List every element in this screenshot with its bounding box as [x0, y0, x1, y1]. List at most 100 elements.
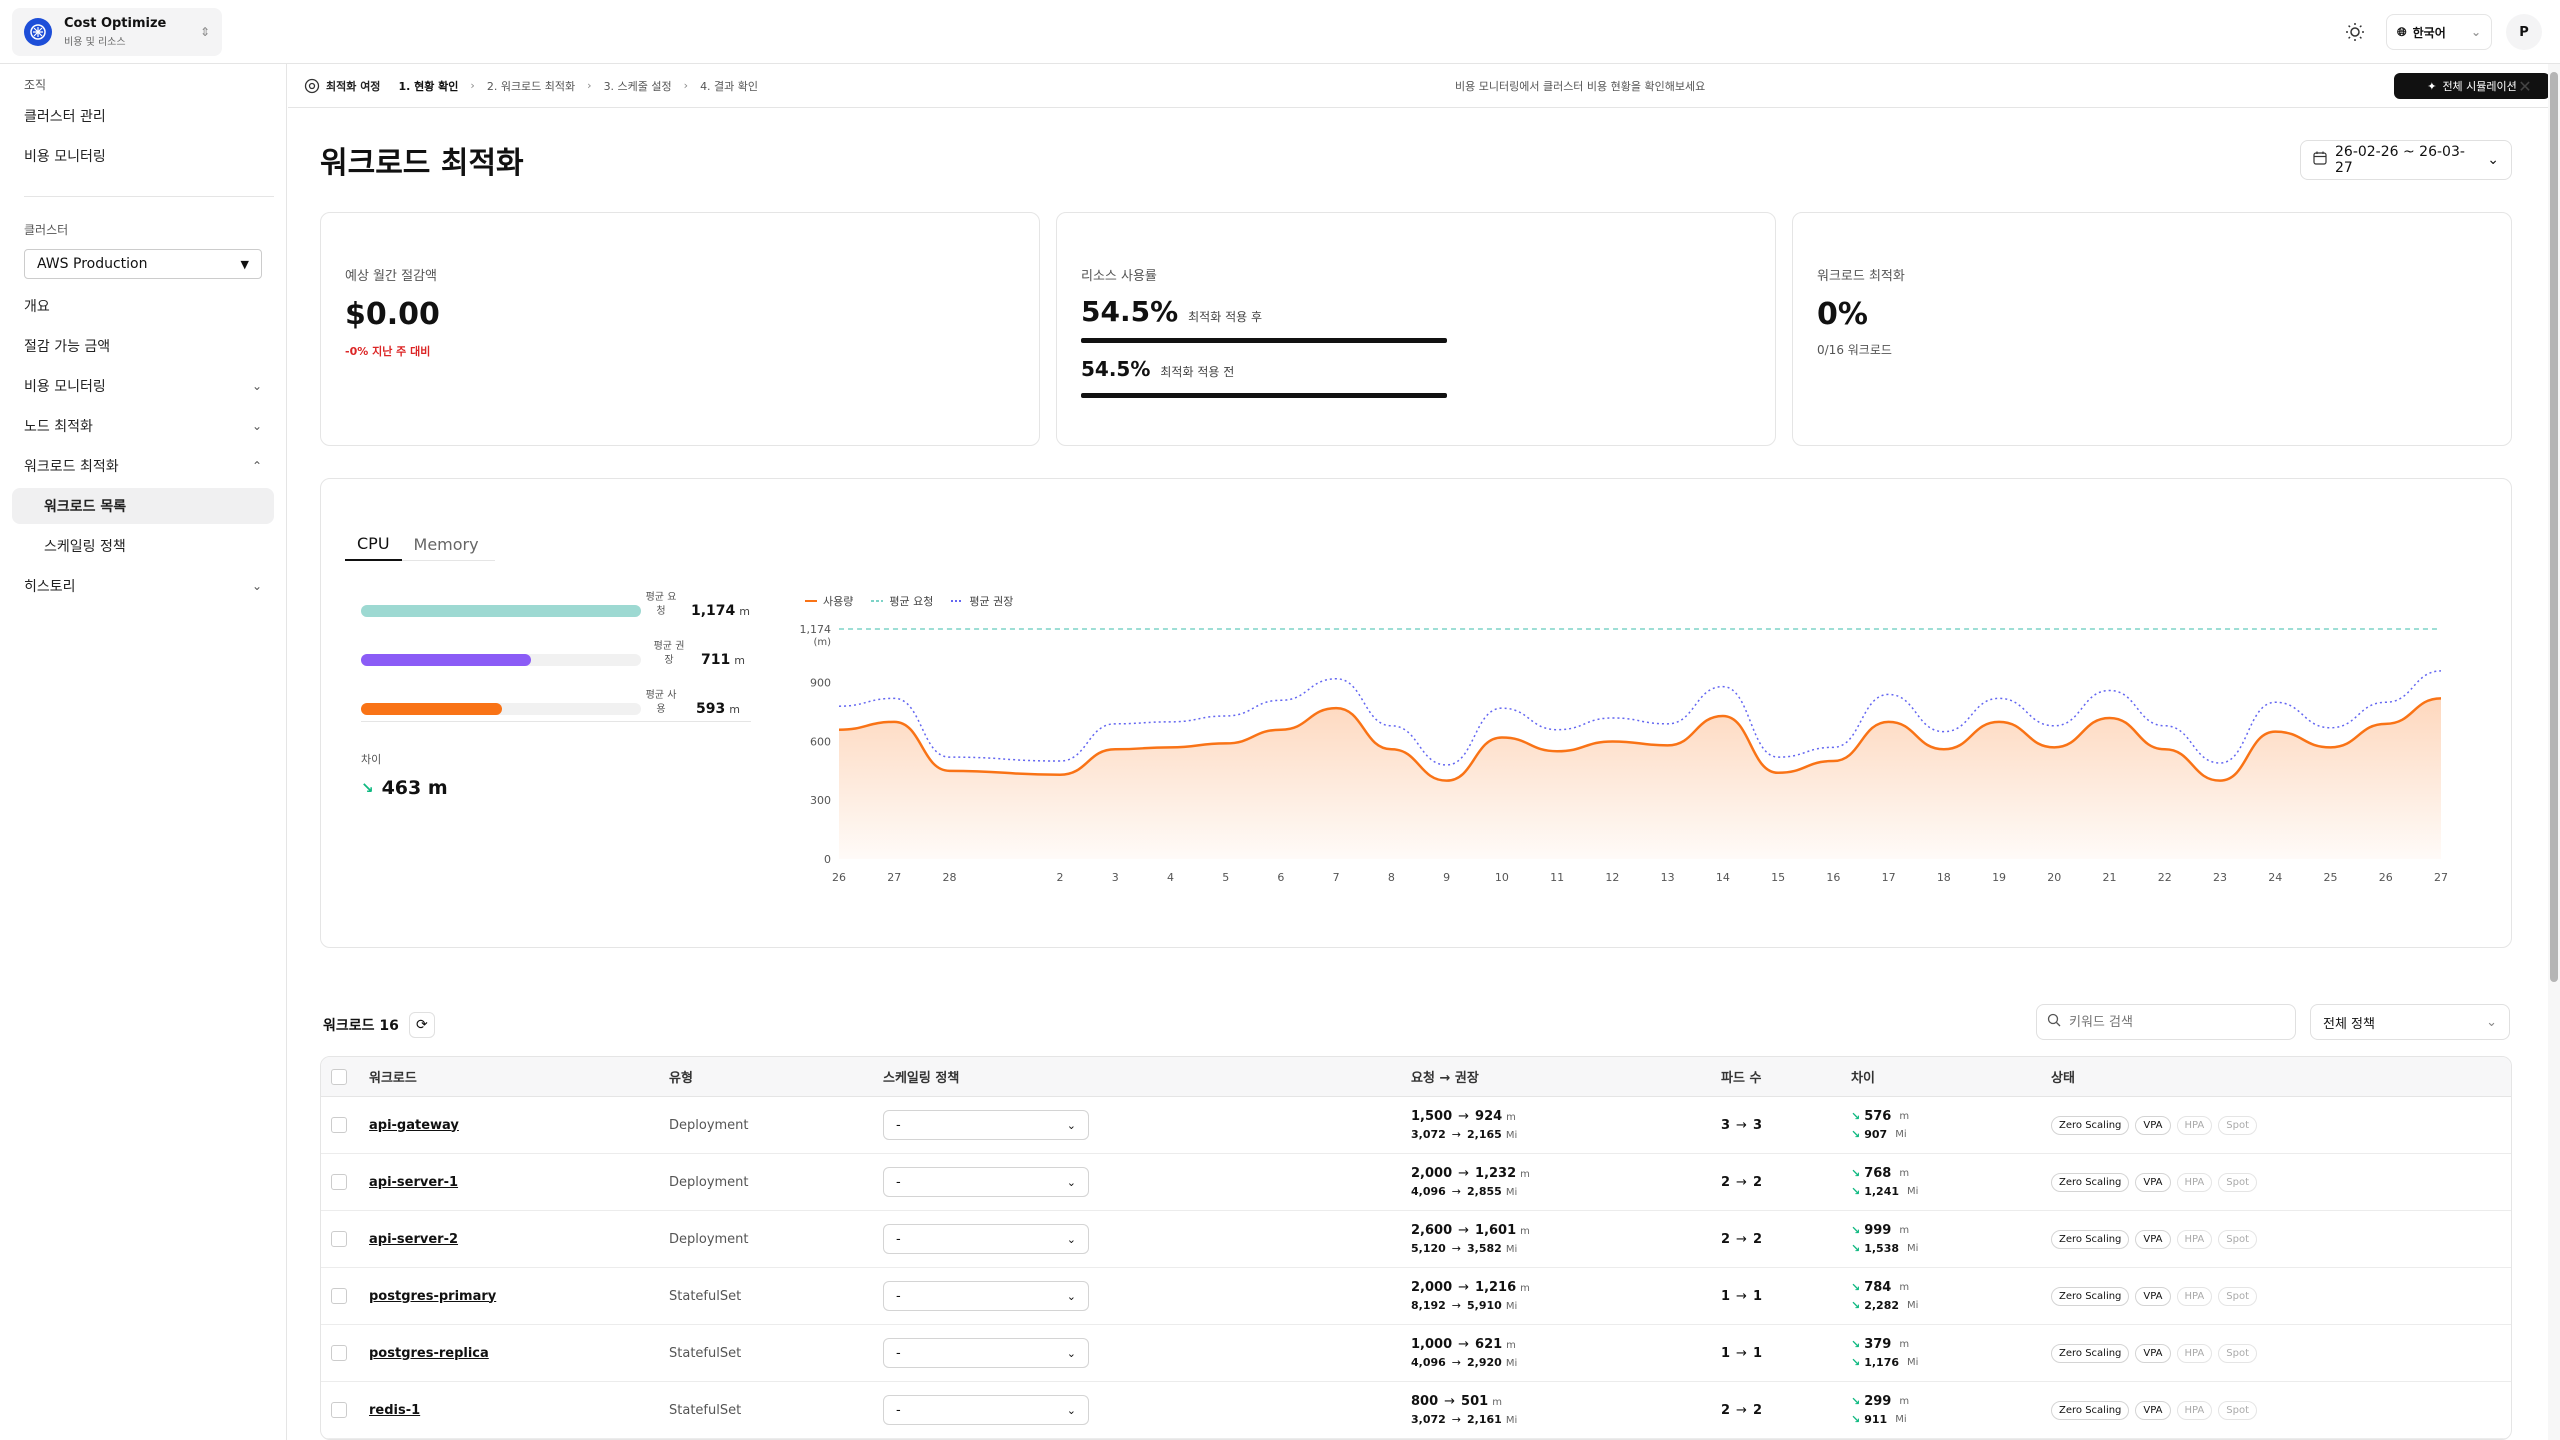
workload-name-link[interactable]: postgres-replica — [369, 1345, 489, 1361]
badge-spot[interactable]: Spot — [2218, 1400, 2257, 1420]
status-badges: Zero Scaling VPA HPA Spot — [2051, 1343, 2257, 1363]
tab-memory[interactable]: Memory — [413, 534, 479, 554]
scaling-policy-select[interactable]: - ⌄ — [883, 1281, 1089, 1311]
badge-zero-scaling[interactable]: Zero Scaling — [2051, 1229, 2130, 1249]
sidebar-item-workload-optimization[interactable]: 워크로드 최적화 ⌃ — [12, 448, 274, 484]
badge-hpa[interactable]: HPA — [2176, 1343, 2213, 1363]
legend-label-avg-recommend: 평균 권장 — [969, 595, 1014, 608]
language-select[interactable]: 🌐︎ 한국어 ⌄ — [2386, 14, 2492, 50]
chevron-down-icon: ⌄ — [1066, 1232, 1076, 1246]
scaling-policy-select[interactable]: - ⌄ — [883, 1338, 1089, 1368]
select-all-checkbox[interactable] — [331, 1068, 347, 1085]
row-checkbox[interactable] — [331, 1174, 347, 1190]
badge-spot[interactable]: Spot — [2218, 1115, 2257, 1135]
journey-step-3[interactable]: 3. 스케줄 설정 — [603, 79, 672, 93]
scaling-policy-select[interactable]: - ⌄ — [883, 1110, 1089, 1140]
badge-spot[interactable]: Spot — [2218, 1229, 2257, 1249]
workload-name-link[interactable]: postgres-primary — [369, 1288, 497, 1304]
col-status[interactable]: 상태 — [2051, 1071, 2075, 1086]
badge-vpa[interactable]: VPA — [2135, 1172, 2171, 1192]
sidebar-item-label: 워크로드 최적화 — [24, 459, 119, 475]
badge-zero-scaling[interactable]: Zero Scaling — [2051, 1115, 2130, 1135]
col-pods[interactable]: 파드 수 — [1721, 1071, 1762, 1086]
journey-step-2[interactable]: 2. 워크로드 최적화 — [486, 79, 576, 93]
user-avatar[interactable]: P — [2506, 14, 2542, 50]
badge-vpa[interactable]: VPA — [2135, 1400, 2171, 1420]
cluster-select[interactable]: AWS Production ▼ — [24, 249, 262, 279]
trend-down-icon: ↘ — [1851, 1338, 1861, 1351]
badge-vpa[interactable]: VPA — [2135, 1286, 2171, 1306]
chevron-down-icon: ⌄ — [1066, 1346, 1076, 1360]
badge-vpa[interactable]: VPA — [2135, 1229, 2171, 1249]
row-checkbox[interactable] — [331, 1231, 347, 1247]
row-checkbox[interactable] — [331, 1402, 347, 1418]
date-range-picker[interactable]: 26-02-26 ~ 26-03-27 ⌄ — [2300, 140, 2512, 180]
badge-vpa[interactable]: VPA — [2135, 1115, 2171, 1135]
close-icon[interactable]: ✕ — [2518, 76, 2532, 96]
badge-hpa[interactable]: HPA — [2176, 1115, 2213, 1135]
row-checkbox[interactable] — [331, 1117, 347, 1133]
badge-spot[interactable]: Spot — [2218, 1286, 2257, 1306]
policy-filter-select[interactable]: 전체 정책 ⌄ — [2310, 1004, 2510, 1040]
policy-filter-value: 전체 정책 — [2323, 1016, 2375, 1032]
scaling-policy-value: - — [896, 1174, 901, 1190]
sidebar-item-cost-monitoring[interactable]: 비용 모니터링 ⌄ — [12, 368, 274, 404]
sidebar-item-cost-monitoring-org[interactable]: 비용 모니터링 — [12, 138, 274, 174]
badge-zero-scaling[interactable]: Zero Scaling — [2051, 1400, 2130, 1420]
trend-down-icon: ↘ — [1851, 1356, 1861, 1369]
tab-cpu[interactable]: CPU — [345, 527, 402, 561]
sidebar-item-workload-list[interactable]: 워크로드 목록 — [12, 488, 274, 524]
workload-name-link[interactable]: api-server-2 — [369, 1231, 459, 1247]
scrollbar-thumb[interactable] — [2550, 72, 2558, 982]
badge-spot[interactable]: Spot — [2218, 1172, 2257, 1192]
cpu-recommend: 1,216 — [1475, 1280, 1517, 1295]
difference-number: 463 m — [381, 777, 448, 799]
avg-recommend-label: 평균 권장 — [653, 641, 685, 666]
workload-name-link[interactable]: api-server-1 — [369, 1174, 459, 1190]
sidebar-item-node-optimization[interactable]: 노드 최적화 ⌄ — [12, 408, 274, 444]
row-checkbox[interactable] — [331, 1345, 347, 1361]
mem-recommend: 2,165 — [1467, 1128, 1502, 1141]
col-scaling-policy[interactable]: 스케일링 정책 — [883, 1071, 960, 1086]
diff-cpu: 999 — [1864, 1223, 1892, 1238]
y-tick-label: 0 — [824, 853, 831, 866]
badge-hpa[interactable]: HPA — [2176, 1229, 2213, 1249]
col-type[interactable]: 유형 — [669, 1071, 693, 1086]
sidebar-item-scaling-policy[interactable]: 스케일링 정책 — [12, 528, 274, 564]
sidebar-item-history[interactable]: 히스토리 ⌄ — [12, 568, 274, 604]
col-request-recommend[interactable]: 요청 → 권장 — [1411, 1071, 1479, 1086]
sidebar-item-savings[interactable]: 절감 가능 금액 — [12, 328, 274, 364]
sidebar-item-cluster-management[interactable]: 클러스터 관리 — [12, 98, 274, 134]
scaling-policy-select[interactable]: - ⌄ — [883, 1167, 1089, 1197]
badge-spot[interactable]: Spot — [2218, 1343, 2257, 1363]
workload-name-link[interactable]: redis-1 — [369, 1402, 421, 1418]
journey-step-1[interactable]: 1. 현황 확인 — [398, 79, 459, 93]
x-tick-label: 3 — [1112, 871, 1119, 884]
badge-hpa[interactable]: HPA — [2176, 1286, 2213, 1306]
search-input[interactable] — [2069, 1014, 2269, 1030]
row-checkbox[interactable] — [331, 1288, 347, 1304]
avg-request-number: 1,174 — [691, 603, 736, 619]
badge-zero-scaling[interactable]: Zero Scaling — [2051, 1286, 2130, 1306]
workload-name-link[interactable]: api-gateway — [369, 1117, 459, 1133]
scaling-policy-value: - — [896, 1345, 901, 1361]
sidebar: 조직 클러스터 관리 비용 모니터링 클러스터 AWS Production ▼… — [0, 64, 287, 1440]
app-switcher[interactable]: Cost Optimize 비용 및 리소스 ⇕ — [12, 8, 222, 56]
cluster-select-value: AWS Production — [37, 256, 148, 272]
col-workload[interactable]: 워크로드 — [369, 1071, 417, 1086]
col-difference[interactable]: 차이 — [1851, 1071, 1875, 1086]
sidebar-item-overview[interactable]: 개요 — [12, 288, 274, 324]
badge-zero-scaling[interactable]: Zero Scaling — [2051, 1343, 2130, 1363]
search-input-wrapper[interactable] — [2036, 1004, 2296, 1040]
org-section-label: 조직 — [24, 78, 47, 92]
refresh-icon[interactable]: ⟳ — [408, 1012, 435, 1038]
badge-hpa[interactable]: HPA — [2176, 1172, 2213, 1192]
badge-zero-scaling[interactable]: Zero Scaling — [2051, 1172, 2130, 1192]
badge-vpa[interactable]: VPA — [2135, 1343, 2171, 1363]
theme-toggle-icon[interactable] — [2345, 22, 2365, 42]
journey-step-4[interactable]: 4. 결과 확인 — [700, 79, 759, 93]
scaling-policy-select[interactable]: - ⌄ — [883, 1224, 1089, 1254]
badge-hpa[interactable]: HPA — [2176, 1400, 2213, 1420]
simulate-all-button[interactable]: ✦ 전체 시뮬레이션 — [2394, 73, 2550, 99]
scaling-policy-select[interactable]: - ⌄ — [883, 1395, 1089, 1425]
